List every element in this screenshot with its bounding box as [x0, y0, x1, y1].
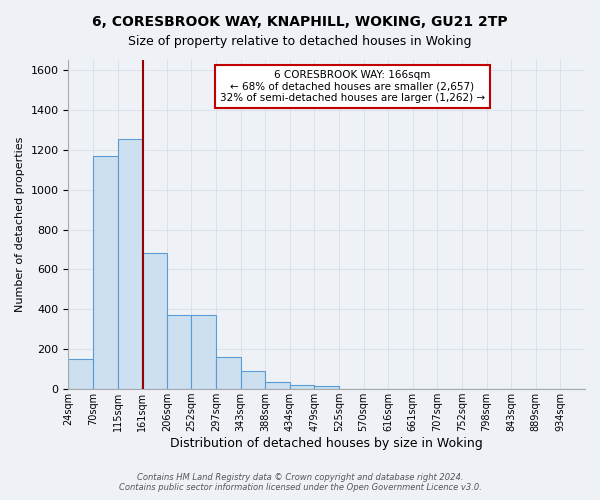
Text: 6 CORESBROOK WAY: 166sqm
← 68% of detached houses are smaller (2,657)
32% of sem: 6 CORESBROOK WAY: 166sqm ← 68% of detach…: [220, 70, 485, 103]
Text: Contains HM Land Registry data © Crown copyright and database right 2024.
Contai: Contains HM Land Registry data © Crown c…: [119, 473, 481, 492]
Bar: [265, 382, 290, 389]
Text: Size of property relative to detached houses in Woking: Size of property relative to detached ho…: [128, 35, 472, 48]
Bar: [290, 385, 314, 389]
Bar: [167, 316, 191, 389]
Y-axis label: Number of detached properties: Number of detached properties: [15, 137, 25, 312]
Bar: [216, 357, 241, 389]
X-axis label: Distribution of detached houses by size in Woking: Distribution of detached houses by size …: [170, 437, 483, 450]
Bar: [241, 371, 265, 389]
Bar: [191, 316, 216, 389]
Bar: [142, 252, 167, 389]
Bar: [118, 139, 142, 389]
Bar: [93, 156, 118, 389]
Text: 6, CORESBROOK WAY, KNAPHILL, WOKING, GU21 2TP: 6, CORESBROOK WAY, KNAPHILL, WOKING, GU2…: [92, 15, 508, 29]
Bar: [314, 386, 339, 389]
Bar: [68, 359, 93, 389]
